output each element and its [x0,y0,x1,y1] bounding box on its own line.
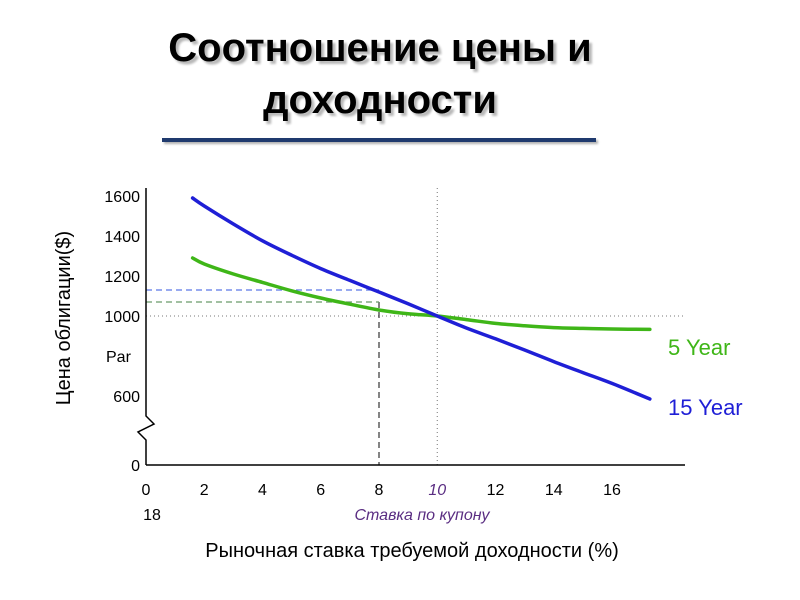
tick-labels: 0 600 1000 1200 1400 1600 0 2 4 6 8 10 12 14 16 [104,189,621,499]
x-tick-label: 4 [258,482,267,499]
y-tick-label: 1000 [104,309,140,326]
x-extra-tick-label: 18 [143,507,161,524]
x-tick-label: 6 [316,482,325,499]
x-tick-label: 12 [487,482,505,499]
title-underline [162,138,596,142]
y-tick-label: 1600 [104,189,140,206]
y-tick-label: 0 [131,458,140,475]
series-label: 5 Year [668,335,730,360]
x-tick-label: 0 [142,482,151,499]
y-axis-line [136,188,156,465]
y-tick-label: 600 [113,389,140,406]
coupon-rate-label: Ставка по купону [354,507,490,524]
axes [136,188,685,466]
slide-title: Соотношение цены и доходности [168,26,592,122]
x-tick-label: 16 [603,482,621,499]
y-axis-label: Цена облигации($) [53,231,75,405]
series-label: 15 Year [668,395,743,420]
x-tick-label: 10 [428,482,446,499]
series-line-15-year [190,196,652,401]
x-tick-label: 2 [200,482,209,499]
y-tick-label: 1400 [104,229,140,246]
x-tick-label: 8 [375,482,384,499]
y-tick-label: 1200 [104,269,140,286]
x-tick-label: 14 [545,482,563,499]
x-axis-label: Рыночная ставка требуемой доходности (%) [205,540,619,562]
series-curves: 5 Year 15 Year [190,196,743,420]
series-line-5-year [190,256,652,332]
guide-lines [146,188,685,465]
par-label: Par [106,349,132,366]
